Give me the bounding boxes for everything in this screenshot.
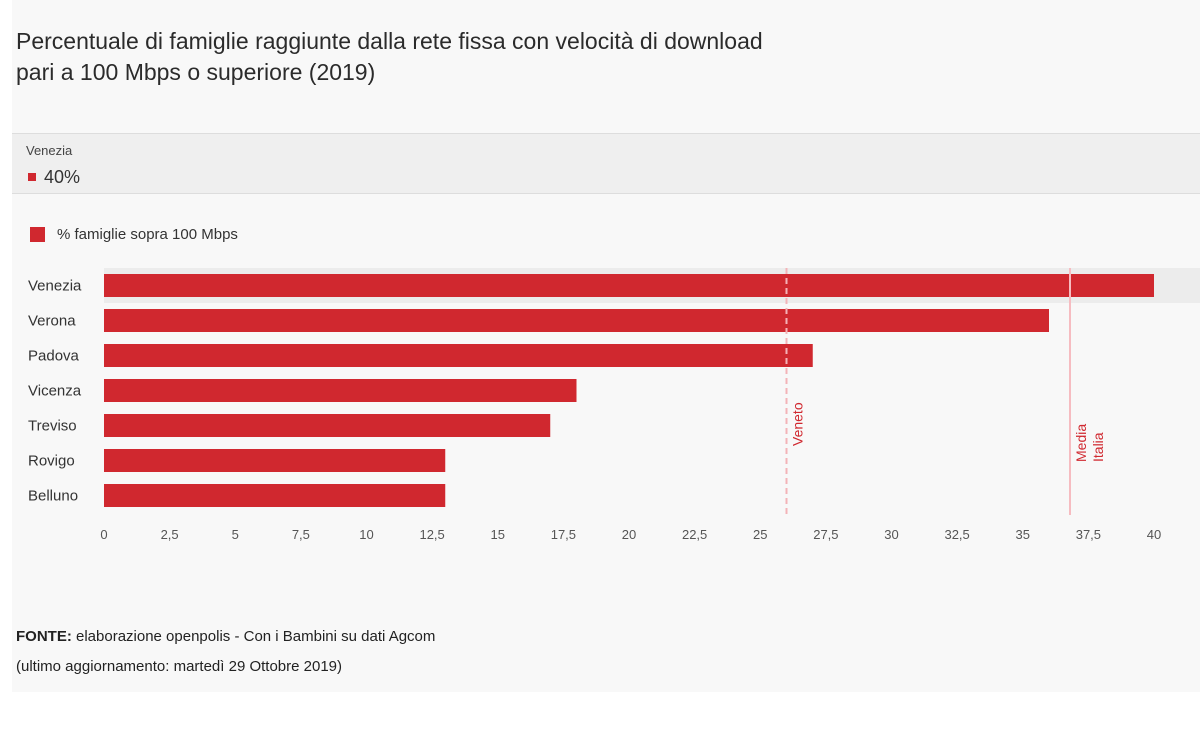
chart-title: Percentuale di famiglie raggiunte dalla … bbox=[16, 28, 763, 85]
category-label: Belluno bbox=[28, 488, 78, 505]
x-tick-label: 5 bbox=[232, 527, 239, 542]
update-note: (ultimo aggiornamento: martedì 29 Ottobr… bbox=[16, 658, 343, 675]
x-tick-label: 15 bbox=[491, 527, 505, 542]
category-label: Verona bbox=[28, 313, 76, 330]
x-tick-label: 32,5 bbox=[944, 527, 969, 542]
bar[interactable] bbox=[104, 274, 1154, 297]
category-label: Rovigo bbox=[28, 453, 75, 470]
x-tick-label: 20 bbox=[622, 527, 636, 542]
x-tick-label: 37,5 bbox=[1076, 527, 1101, 542]
x-tick-label: 0 bbox=[100, 527, 107, 542]
x-tick-label: 30 bbox=[884, 527, 898, 542]
bar[interactable] bbox=[104, 414, 551, 437]
category-label: Venezia bbox=[28, 278, 82, 295]
x-tick-label: 7,5 bbox=[292, 527, 310, 542]
bar[interactable] bbox=[104, 484, 446, 507]
x-tick-label: 17,5 bbox=[551, 527, 576, 542]
source-note: FONTE: elaborazione openpolis - Con i Ba… bbox=[16, 622, 435, 682]
x-tick-label: 10 bbox=[359, 527, 373, 542]
x-tick-label: 12,5 bbox=[419, 527, 444, 542]
x-tick-label: 2,5 bbox=[161, 527, 179, 542]
x-tick-label: 22,5 bbox=[682, 527, 707, 542]
category-label: Vicenza bbox=[28, 383, 82, 400]
source-prefix: FONTE: bbox=[16, 628, 72, 645]
tooltip-label: Venezia bbox=[26, 143, 73, 158]
source-text: elaborazione openpolis - Con i Bambini s… bbox=[71, 628, 436, 645]
bar[interactable] bbox=[104, 309, 1049, 332]
x-tick-label: 35 bbox=[1016, 527, 1030, 542]
x-tick-label: 40 bbox=[1147, 527, 1161, 542]
legend-label: % famiglie sopra 100 Mbps bbox=[57, 226, 238, 243]
category-label: Padova bbox=[28, 348, 80, 365]
legend-swatch bbox=[30, 227, 45, 242]
x-tick-label: 25 bbox=[753, 527, 767, 542]
bar[interactable] bbox=[104, 449, 446, 472]
tooltip-box: Venezia 40% bbox=[12, 133, 1200, 194]
bar[interactable] bbox=[104, 344, 813, 367]
x-tick-label: 27,5 bbox=[813, 527, 838, 542]
tooltip-swatch bbox=[28, 173, 36, 181]
reference-label: Italia bbox=[1090, 432, 1106, 462]
reference-label: Media bbox=[1073, 424, 1089, 462]
category-label: Treviso bbox=[28, 418, 77, 435]
reference-label: Veneto bbox=[790, 402, 806, 446]
tooltip-value: 40% bbox=[44, 167, 81, 187]
bar[interactable] bbox=[104, 379, 577, 402]
